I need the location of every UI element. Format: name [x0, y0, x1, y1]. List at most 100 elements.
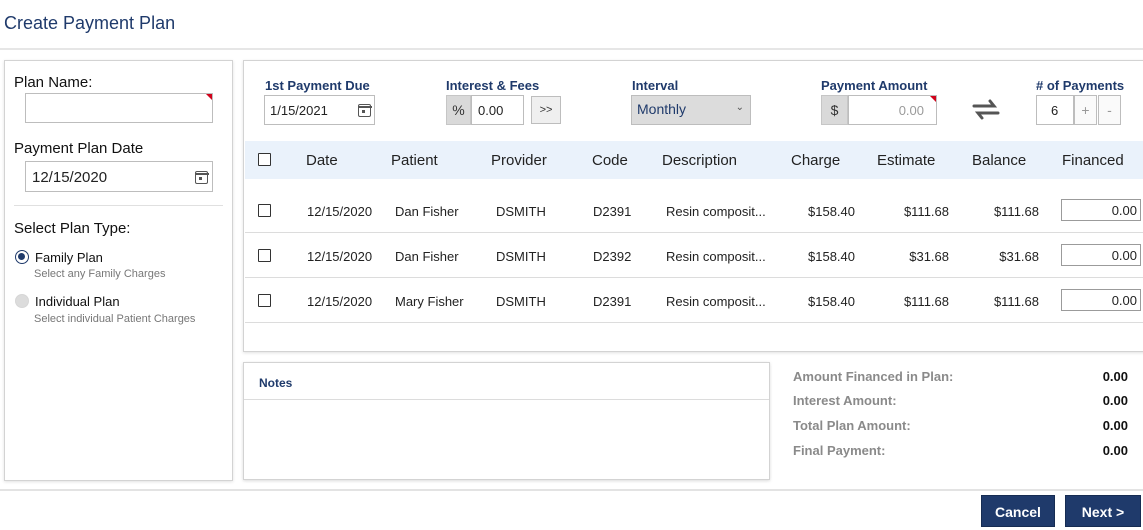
row-checkbox[interactable]: [258, 249, 271, 262]
row-description: Resin composit...: [666, 294, 766, 309]
notes-textarea[interactable]: [244, 401, 769, 479]
charges-table-header: Date Patient Provider Code Description C…: [245, 141, 1143, 179]
family-plan-radio[interactable]: [15, 250, 29, 264]
row-estimate: $111.68: [903, 204, 949, 219]
interest-input[interactable]: 0.00: [471, 95, 524, 125]
first-payment-input[interactable]: 1/15/2021: [264, 95, 375, 125]
plan-date-input[interactable]: 12/15/2020: [25, 161, 213, 192]
interval-value: Monthly: [637, 101, 687, 117]
calendar-icon[interactable]: [194, 171, 209, 184]
row-patient: Dan Fisher: [395, 204, 459, 219]
summary-label: Interest Amount:: [793, 393, 897, 408]
interval-label: Interval: [632, 78, 679, 93]
interest-value: 0.00: [478, 103, 504, 118]
first-payment-label: 1st Payment Due: [265, 78, 370, 93]
row-estimate: $31.68: [909, 249, 949, 264]
row-checkbox[interactable]: [258, 204, 271, 217]
table-row[interactable]: 12/15/2020 Dan Fisher DSMITH D2392 Resin…: [245, 233, 1143, 278]
increment-button[interactable]: +: [1074, 95, 1097, 125]
next-button[interactable]: Next >: [1065, 495, 1141, 527]
first-payment-value: 1/15/2021: [270, 103, 328, 118]
col-financed[interactable]: Financed: [1062, 152, 1124, 169]
row-code: D2391: [593, 294, 632, 309]
cancel-button[interactable]: Cancel: [981, 495, 1055, 527]
col-code[interactable]: Code: [592, 152, 628, 169]
plan-name-input[interactable]: [25, 93, 213, 123]
divider: [14, 205, 223, 206]
notes-panel: Notes: [243, 362, 770, 480]
row-checkbox[interactable]: [258, 294, 271, 307]
row-balance: $111.68: [993, 294, 1039, 309]
notes-header: Notes: [244, 363, 769, 400]
decrement-button[interactable]: -: [1098, 95, 1121, 125]
summary-value: 0.00: [1102, 443, 1128, 458]
interest-label: Interest & Fees: [446, 78, 540, 93]
row-balance: $111.68: [993, 204, 1039, 219]
row-code: D2391: [593, 204, 632, 219]
row-charge: $158.40: [808, 249, 855, 264]
plan-date-value: 12/15/2020: [32, 169, 108, 186]
required-marker-icon: [206, 94, 212, 100]
page-title: Create Payment Plan: [4, 13, 176, 33]
plan-type-label: Select Plan Type:: [14, 220, 131, 237]
dollar-prefix: $: [821, 95, 848, 125]
percent-prefix: %: [446, 95, 471, 125]
row-charge: $158.40: [808, 294, 855, 309]
col-provider[interactable]: Provider: [491, 152, 547, 169]
required-marker-icon: [930, 96, 936, 102]
apply-interest-button[interactable]: >>: [531, 96, 561, 124]
table-row[interactable]: 12/15/2020 Mary Fisher DSMITH D2391 Resi…: [245, 278, 1143, 323]
summary-value: 0.00: [1102, 369, 1128, 384]
col-patient[interactable]: Patient: [391, 152, 438, 169]
col-estimate[interactable]: Estimate: [877, 152, 936, 169]
interval-select[interactable]: Monthly ⌄: [631, 95, 751, 125]
swap-arrows-icon[interactable]: [971, 97, 1001, 121]
row-description: Resin composit...: [666, 204, 766, 219]
row-patient: Mary Fisher: [395, 294, 464, 309]
row-code: D2392: [593, 249, 632, 264]
row-provider: DSMITH: [496, 249, 546, 264]
select-all-checkbox[interactable]: [258, 153, 271, 166]
family-plan-title: Family Plan: [35, 250, 103, 265]
payment-amount-input[interactable]: 0.00: [848, 95, 937, 125]
row-balance: $31.68: [999, 249, 1039, 264]
title-bar: Create Payment Plan: [0, 0, 1143, 50]
notes-title: Notes: [259, 376, 293, 390]
calendar-icon[interactable]: [357, 104, 372, 117]
family-plan-subtitle: Select any Family Charges: [34, 268, 166, 280]
row-provider: DSMITH: [496, 204, 546, 219]
chevron-down-icon: ⌄: [735, 102, 744, 113]
row-date: 12/15/2020: [307, 294, 373, 309]
col-date[interactable]: Date: [306, 152, 338, 169]
row-charge: $158.40: [808, 204, 855, 219]
financed-input[interactable]: 0.00: [1061, 289, 1141, 311]
row-estimate: $111.68: [903, 294, 949, 309]
summary-value: 0.00: [1102, 393, 1128, 408]
row-date: 12/15/2020: [307, 249, 373, 264]
summary-label: Total Plan Amount:: [793, 418, 911, 433]
row-description: Resin composit...: [666, 249, 766, 264]
footer-divider: [0, 489, 1143, 491]
col-charge[interactable]: Charge: [791, 152, 841, 169]
table-row[interactable]: 12/15/2020 Dan Fisher DSMITH D2391 Resin…: [245, 188, 1143, 233]
num-payments-input[interactable]: 6: [1036, 95, 1074, 125]
summary-label: Amount Financed in Plan:: [793, 369, 954, 384]
num-payments-label: # of Payments: [1036, 78, 1125, 93]
financed-input[interactable]: 0.00: [1061, 199, 1141, 221]
charges-panel: 1st Payment Due 1/15/2021 Interest & Fee…: [243, 60, 1143, 352]
row-date: 12/15/2020: [307, 204, 373, 219]
row-provider: DSMITH: [496, 294, 546, 309]
individual-plan-radio[interactable]: [15, 294, 29, 308]
plan-name-label: Plan Name:: [14, 74, 93, 91]
payment-amount-label: Payment Amount: [821, 78, 928, 93]
payment-amount-placeholder: 0.00: [898, 103, 924, 118]
row-patient: Dan Fisher: [395, 249, 459, 264]
col-description[interactable]: Description: [662, 152, 738, 169]
plan-settings-panel: Plan Name: Payment Plan Date 12/15/2020 …: [4, 60, 233, 481]
summary-label: Final Payment:: [793, 443, 886, 458]
summary-value: 0.00: [1102, 418, 1128, 433]
individual-plan-title: Individual Plan: [35, 294, 120, 309]
financed-input[interactable]: 0.00: [1061, 244, 1141, 266]
col-balance[interactable]: Balance: [972, 152, 1027, 169]
num-payments-value: 6: [1051, 103, 1059, 118]
